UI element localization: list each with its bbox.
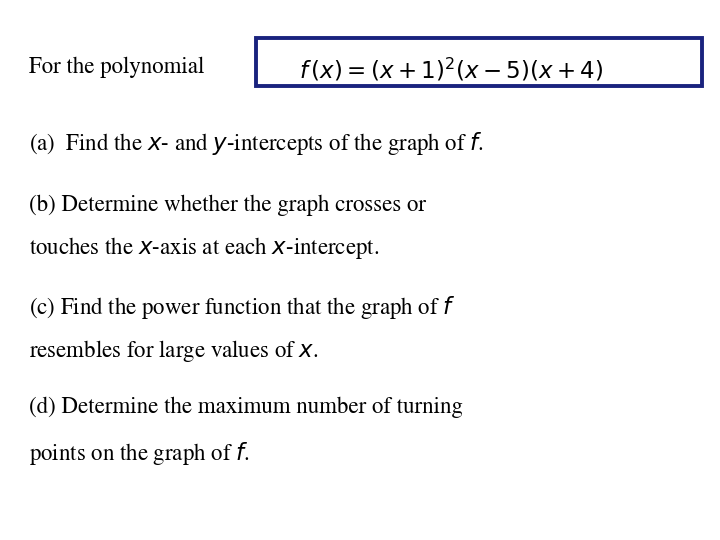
Text: For the polynomial: For the polynomial <box>29 57 204 78</box>
Text: touches the $x$-axis at each $x$-intercept.: touches the $x$-axis at each $x$-interce… <box>29 235 379 261</box>
Text: (d) Determine the maximum number of turning: (d) Determine the maximum number of turn… <box>29 397 463 418</box>
Text: (b) Determine whether the graph crosses or: (b) Determine whether the graph crosses … <box>29 194 426 216</box>
Text: resembles for large values of $x$.: resembles for large values of $x$. <box>29 338 318 363</box>
Text: $f\,(x) = (x+1)^{2}(x-5)(x+4)$: $f\,(x) = (x+1)^{2}(x-5)(x+4)$ <box>299 57 603 84</box>
Text: (c) Find the power function that the graph of $f$: (c) Find the power function that the gra… <box>29 294 455 321</box>
FancyBboxPatch shape <box>256 38 702 86</box>
Text: (a)  Find the $x$- and $y$-intercepts of the graph of $f$.: (a) Find the $x$- and $y$-intercepts of … <box>29 130 484 157</box>
Text: points on the graph of $f$.: points on the graph of $f$. <box>29 440 249 467</box>
